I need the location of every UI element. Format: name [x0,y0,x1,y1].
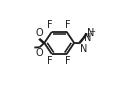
Text: O: O [35,28,43,38]
Text: −: − [89,29,95,35]
Text: N: N [84,33,92,43]
Text: +: + [86,34,91,39]
Text: F: F [47,20,53,30]
Text: N: N [80,44,87,54]
Text: F: F [47,56,53,66]
Text: O: O [35,48,43,58]
Text: F: F [65,56,71,66]
Text: F: F [65,20,71,30]
Text: N: N [87,28,95,38]
